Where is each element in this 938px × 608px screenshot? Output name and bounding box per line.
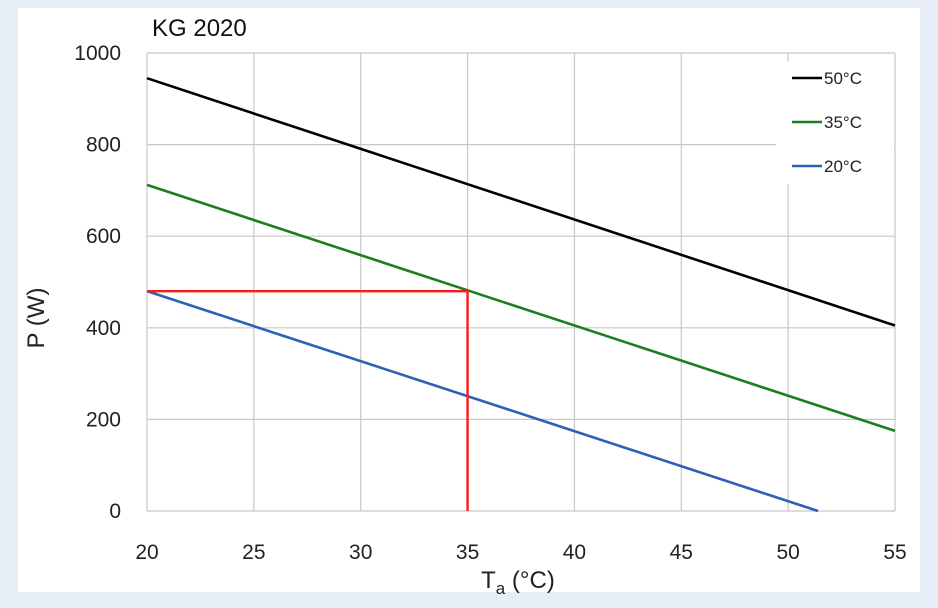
legend-label-2: 20°C [824,157,862,176]
y-tick-label-5: 1000 [74,42,121,65]
y-tick-label-4: 800 [86,134,121,157]
y-tick-label-1: 200 [86,408,121,431]
x-tick-label-6: 50 [776,541,799,564]
y-tick-label-0: 0 [109,500,121,523]
y-tick-label-2: 400 [86,317,121,340]
legend-label-0: 50°C [824,69,862,88]
legend: 50°C 35°C 20°C [776,62,894,184]
x-tick-label-0: 20 [135,541,158,564]
series-line-0 [146,76,896,327]
x-tick-label-4: 40 [563,541,586,564]
x-tick-label-3: 35 [456,541,479,564]
x-tick-label-2: 30 [349,541,372,564]
x-tick-label-5: 45 [670,541,693,564]
y-axis-title: P (W) [23,288,50,349]
x-axis-title-main: T [481,567,496,594]
grid-lines [146,52,896,512]
legend-label-1: 35°C [824,113,862,132]
series-line-1 [146,183,896,433]
series-line-2 [146,289,819,513]
x-tick-label-7: 55 [883,541,906,564]
tick-labels: 0 200 400 600 800 1000 20 25 30 35 40 45 50 55 [74,42,906,564]
chart-title: KG 2020 [152,15,247,42]
annotation-guide-line [147,289,469,511]
x-tick-label-1: 25 [242,541,265,564]
y-tick-label-3: 600 [86,225,121,248]
series-layer [146,76,896,513]
x-axis-title: Ta (°C) [481,567,555,598]
x-axis-title-unit: (°C) [505,567,555,594]
x-axis-title-sub: a [496,579,506,598]
